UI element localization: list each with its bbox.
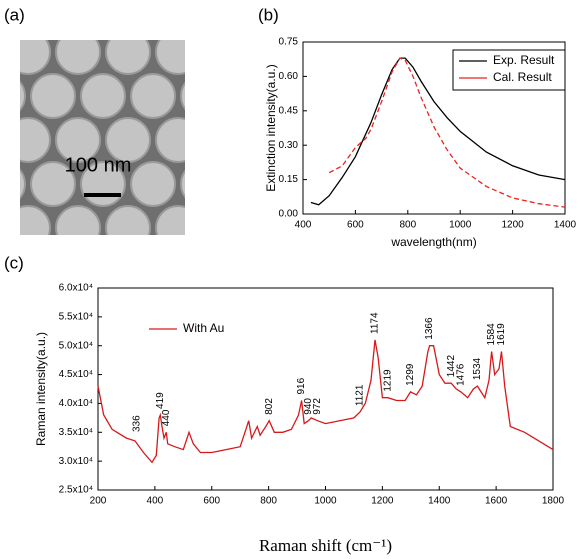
x-axis-title: Raman shift (cm⁻¹) bbox=[259, 536, 392, 555]
nanoparticle bbox=[131, 250, 175, 294]
peak-label: 1619 bbox=[496, 323, 507, 346]
x-tick-label: 800 bbox=[399, 220, 416, 231]
y-tick-label: 5.5x10⁴ bbox=[59, 311, 93, 322]
nanoparticle bbox=[156, 118, 200, 162]
y-tick-label: 0.60 bbox=[279, 71, 299, 82]
nanoparticle bbox=[156, 206, 200, 250]
peak-label: 802 bbox=[264, 398, 275, 415]
nanoparticle bbox=[31, 0, 75, 30]
nanoparticle bbox=[156, 30, 200, 74]
x-tick-label: 600 bbox=[203, 496, 220, 507]
nanoparticle bbox=[6, 206, 50, 250]
x-tick-label: 1200 bbox=[501, 220, 524, 231]
x-tick-label: 1400 bbox=[428, 496, 451, 507]
x-tick-label: 400 bbox=[147, 496, 164, 507]
nanoparticle bbox=[181, 162, 225, 206]
x-axis-title: wavelength(nm) bbox=[390, 235, 476, 249]
panel-label: (b) bbox=[258, 5, 279, 24]
x-tick-label: 1000 bbox=[314, 496, 337, 507]
x-tick-label: 800 bbox=[260, 496, 277, 507]
legend-label: Cal. Result bbox=[493, 70, 552, 84]
nanoparticle bbox=[6, 30, 50, 74]
nanoparticle bbox=[106, 30, 150, 74]
x-tick-label: 1000 bbox=[449, 220, 472, 231]
nanoparticle bbox=[181, 250, 225, 294]
y-tick-label: 4.5x10⁴ bbox=[59, 369, 93, 380]
series-line bbox=[98, 340, 553, 462]
x-tick-label: 1400 bbox=[554, 220, 577, 231]
figure: (a) 100 nm (b) 400 600 800 1000 1200 1400 0.00 0… bbox=[0, 0, 581, 559]
y-tick-label: 2.5x10⁴ bbox=[59, 485, 93, 496]
plot-frame bbox=[98, 288, 553, 490]
scale-bar-label: 100 nm bbox=[65, 154, 132, 176]
peak-label: 1534 bbox=[472, 357, 483, 380]
x-tick-label: 1800 bbox=[542, 496, 565, 507]
y-tick-label: 6.0x10⁴ bbox=[59, 283, 93, 294]
nanoparticle bbox=[6, 118, 50, 162]
nanoparticle bbox=[231, 250, 275, 294]
x-tick-label: 200 bbox=[90, 496, 107, 507]
y-tick-label: 3.5x10⁴ bbox=[59, 427, 93, 438]
panel-label: (a) bbox=[4, 5, 25, 24]
legend-label: Exp. Result bbox=[493, 53, 555, 67]
peak-label: 972 bbox=[312, 398, 323, 415]
peak-label: 1476 bbox=[456, 363, 467, 386]
nanoparticle bbox=[106, 206, 150, 250]
nanoparticle bbox=[206, 206, 250, 250]
y-tick-label: 0.45 bbox=[279, 105, 299, 116]
nanoparticle bbox=[206, 118, 250, 162]
nanoparticle bbox=[281, 250, 325, 294]
nanoparticle bbox=[81, 74, 125, 118]
y-tick-label: 5.0x10⁴ bbox=[59, 340, 93, 351]
y-tick-label: 4.0x10⁴ bbox=[59, 398, 93, 409]
nanoparticle bbox=[181, 0, 225, 30]
peak-label: 1366 bbox=[424, 317, 435, 340]
y-axis-title: Raman intensity(a.u.) bbox=[34, 332, 48, 446]
legend-label: With Au bbox=[183, 321, 224, 335]
nanoparticle bbox=[181, 74, 225, 118]
nanoparticle bbox=[81, 0, 125, 30]
x-tick-label: 400 bbox=[295, 220, 312, 231]
x-tick-label: 1200 bbox=[371, 496, 394, 507]
x-tick-label: 1600 bbox=[485, 496, 508, 507]
nanoparticle bbox=[56, 206, 100, 250]
nanoparticle bbox=[206, 30, 250, 74]
peak-label: 1219 bbox=[382, 369, 393, 392]
y-tick-label: 0.15 bbox=[279, 174, 299, 185]
peak-label: 419 bbox=[155, 392, 166, 409]
peak-label: 336 bbox=[131, 415, 142, 432]
y-tick-label: 0.00 bbox=[279, 209, 299, 220]
nanoparticle bbox=[31, 74, 75, 118]
nanoparticle bbox=[131, 0, 175, 30]
x-tick-label: 600 bbox=[347, 220, 364, 231]
peak-label: 1299 bbox=[405, 363, 416, 386]
y-axis-title: Extinction intensity(a.u.) bbox=[264, 64, 278, 191]
y-tick-label: 0.30 bbox=[279, 140, 299, 151]
peak-label: 916 bbox=[296, 377, 307, 394]
y-tick-label: 0.75 bbox=[279, 37, 299, 48]
nanoparticle bbox=[131, 162, 175, 206]
nanoparticle bbox=[281, 0, 325, 30]
panel-label: (c) bbox=[4, 253, 24, 272]
peak-label: 1174 bbox=[370, 312, 381, 334]
peak-label: 440 bbox=[161, 409, 172, 426]
y-tick-label: 3.0x10⁴ bbox=[59, 456, 93, 467]
peak-label: 1121 bbox=[355, 384, 366, 406]
nanoparticle bbox=[131, 74, 175, 118]
nanoparticle bbox=[56, 30, 100, 74]
